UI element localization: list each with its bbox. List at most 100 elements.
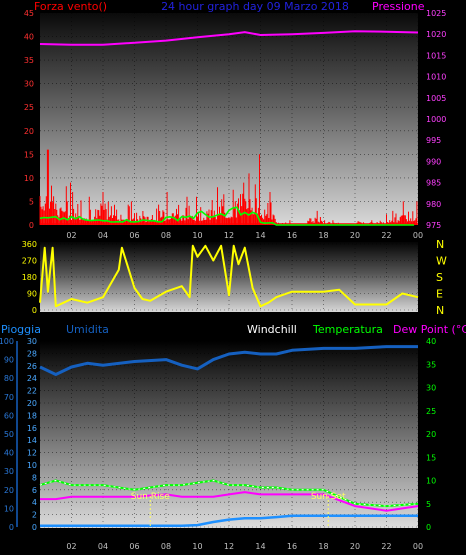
humidity-tick-label: 80 — [4, 374, 14, 383]
rain-tick-label: 16 — [27, 424, 37, 433]
temperature-tick-label: 30 — [426, 384, 436, 393]
compass-label: W — [436, 255, 447, 268]
wind-direction-series — [39, 244, 419, 308]
rain-tick-label: 4 — [32, 498, 37, 507]
humidity-tick-label: 0 — [9, 523, 14, 532]
top-right-tick-label: 985 — [426, 179, 441, 188]
top-right-tick-label: 1000 — [426, 115, 446, 124]
bottom-x-tick-label: 02 — [66, 542, 76, 551]
rain-tick-label: 12 — [27, 449, 37, 458]
compass-label: S — [436, 271, 443, 284]
rain-tick-label: 0 — [32, 523, 37, 532]
humidity-legend-label: Umidita — [66, 323, 109, 336]
top-x-tick-label: 10 — [192, 231, 202, 240]
humidity-tick-label: 70 — [4, 393, 14, 402]
humidity-tick-label: 100 — [0, 337, 14, 346]
rain-series — [40, 514, 418, 528]
bottom-x-tick-label: 04 — [98, 542, 108, 551]
rain-tick-label: 8 — [32, 473, 37, 482]
bottom-x-tick-label: 16 — [287, 542, 297, 551]
top-x-tick-label: 06 — [129, 231, 139, 240]
bottom-x-tick-label: 06 — [129, 542, 139, 551]
sunset-label: Sun Set — [311, 492, 346, 502]
bottom-x-tick-label: 22 — [381, 542, 391, 551]
top-left-tick-label: 45 — [24, 9, 34, 18]
bottom-x-tick-label: 12 — [224, 542, 234, 551]
direction-tick-label: 0 — [32, 306, 37, 315]
compass-label: N — [436, 238, 444, 251]
direction-tick-label: 90 — [27, 290, 37, 299]
temperature-legend-label: Temperatura — [312, 323, 383, 336]
compass-label: N — [436, 304, 444, 317]
top-left-tick-label: 10 — [24, 174, 34, 183]
rain-tick-label: 30 — [27, 337, 37, 346]
top-right-tick-label: 1025 — [426, 9, 446, 18]
bottom-x-tick-label: 10 — [192, 542, 202, 551]
chart-title: 24 hour graph day 09 Marzo 2018 — [161, 0, 349, 13]
top-right-tick-label: 975 — [426, 221, 441, 230]
humidity-series — [39, 345, 418, 376]
top-right-tick-label: 1005 — [426, 94, 446, 103]
rain-tick-label: 26 — [27, 362, 37, 371]
temperature-tick-label: 25 — [426, 407, 436, 416]
rain-tick-label: 14 — [27, 436, 37, 445]
top-left-tick-label: 30 — [24, 80, 34, 89]
top-right-tick-label: 1015 — [426, 51, 446, 60]
temperature-tick-label: 5 — [426, 500, 431, 509]
humidity-tick-label: 40 — [4, 449, 14, 458]
humidity-tick-label: 20 — [4, 486, 14, 495]
humidity-tick-label: 10 — [4, 504, 14, 513]
top-x-tick-label: 00 — [413, 231, 423, 240]
top-right-tick-label: 995 — [426, 136, 441, 145]
top-left-tick-label: 35 — [24, 56, 34, 65]
wind-gust-series — [39, 206, 415, 226]
top-x-tick-label: 12 — [224, 231, 234, 240]
top-left-tick-label: 5 — [29, 197, 34, 206]
temperature-tick-label: 20 — [426, 430, 436, 439]
top-x-tick-label: 14 — [255, 231, 265, 240]
top-x-tick-label: 20 — [350, 231, 360, 240]
humidity-tick-label: 30 — [4, 467, 14, 476]
humidity-tick-label: 50 — [4, 430, 14, 439]
pressure-axis-title: Pressione — [372, 0, 425, 13]
bottom-x-tick-label: 20 — [350, 542, 360, 551]
top-left-tick-label: 20 — [24, 127, 34, 136]
bottom-x-tick-label: 14 — [255, 542, 265, 551]
compass-label: E — [436, 288, 443, 301]
rain-tick-label: 28 — [27, 349, 37, 358]
top-right-tick-label: 1020 — [426, 30, 446, 39]
dew-point-series — [40, 491, 419, 512]
temperature-tick-label: 35 — [426, 360, 436, 369]
top-x-tick-label: 08 — [161, 231, 171, 240]
windchill-series — [39, 480, 419, 507]
bottom-x-tick-label: 08 — [161, 542, 171, 551]
top-left-tick-label: 15 — [24, 150, 34, 159]
rain-tick-label: 22 — [27, 387, 37, 396]
top-x-tick-label: 02 — [66, 231, 76, 240]
top-right-tick-label: 980 — [426, 200, 441, 209]
dew-point-legend-label: Dew Point (°C) — [393, 323, 466, 336]
wind-speed-axis-title: Forza vento() — [34, 0, 107, 13]
humidity-tick-label: 90 — [4, 356, 14, 365]
rain-tick-label: 10 — [27, 461, 37, 470]
rain-legend-label: Pioggia — [1, 323, 41, 336]
rain-tick-label: 6 — [32, 486, 37, 495]
rain-tick-label: 2 — [32, 511, 37, 520]
top-x-tick-label: 18 — [318, 231, 328, 240]
top-x-tick-label: 04 — [98, 231, 108, 240]
pressure-series — [39, 30, 419, 46]
temperature-tick-label: 40 — [426, 337, 436, 346]
rain-tick-label: 24 — [27, 374, 37, 383]
temperature-tick-label: 15 — [426, 453, 436, 462]
temperature-tick-label: 0 — [426, 523, 431, 532]
top-left-tick-label: 0 — [29, 221, 34, 230]
bottom-x-tick-label: 18 — [318, 542, 328, 551]
top-left-tick-label: 40 — [24, 33, 34, 42]
humidity-tick-label: 60 — [4, 411, 14, 420]
top-x-tick-label: 22 — [381, 231, 391, 240]
direction-tick-label: 180 — [22, 273, 37, 282]
bottom-x-tick-label: 00 — [413, 542, 423, 551]
top-left-tick-label: 25 — [24, 103, 34, 112]
rain-tick-label: 20 — [27, 399, 37, 408]
